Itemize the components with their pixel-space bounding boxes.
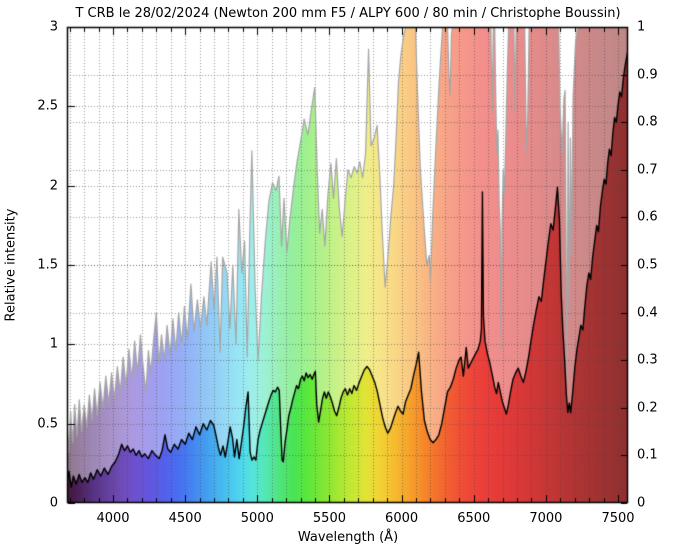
y-right-tick-label: 0.4	[637, 305, 658, 321]
x-tick-label: 4000	[96, 511, 130, 526]
y-right-tick-label: 0	[637, 495, 646, 511]
y-left-tick-label: 0.5	[37, 416, 58, 432]
x-tick-label: 5500	[312, 511, 346, 526]
x-axis-label: Wavelength (Å)	[297, 530, 399, 545]
x-tick-label: 5000	[240, 511, 274, 526]
y-left-tick-label: 3	[49, 19, 58, 35]
y-right-tick-label: 0.3	[637, 352, 658, 368]
x-tick-label: 6000	[385, 511, 419, 526]
y-right-tick-label: 0.1	[637, 447, 658, 463]
chart-title: T CRB le 28/02/2024 (Newton 200 mm F5 / …	[75, 6, 621, 21]
y-left-tick-label: 0	[49, 495, 58, 511]
y-right-tick-label: 0.9	[637, 67, 658, 83]
y-left-tick-label: 2	[49, 178, 58, 194]
y-right-tick-label: 0.6	[637, 209, 658, 225]
y-left-tick-label: 2.5	[37, 98, 58, 114]
y-right-tick-label: 0.2	[637, 400, 658, 416]
y-right-tick-label: 0.7	[637, 162, 658, 178]
x-tick-label: 7000	[529, 511, 563, 526]
x-tick-label: 6500	[457, 511, 491, 526]
x-tick-label: 7500	[601, 511, 635, 526]
x-tick-label: 4500	[168, 511, 202, 526]
y-left-tick-label: 1	[49, 336, 58, 352]
y-left-tick-label: 1.5	[37, 257, 58, 273]
y-right-tick-label: 0.8	[637, 114, 658, 130]
y-axis-label: Relative intensity	[3, 208, 19, 322]
y-right-tick-label: 0.5	[637, 257, 658, 273]
y-right-tick-label: 1	[637, 19, 646, 35]
